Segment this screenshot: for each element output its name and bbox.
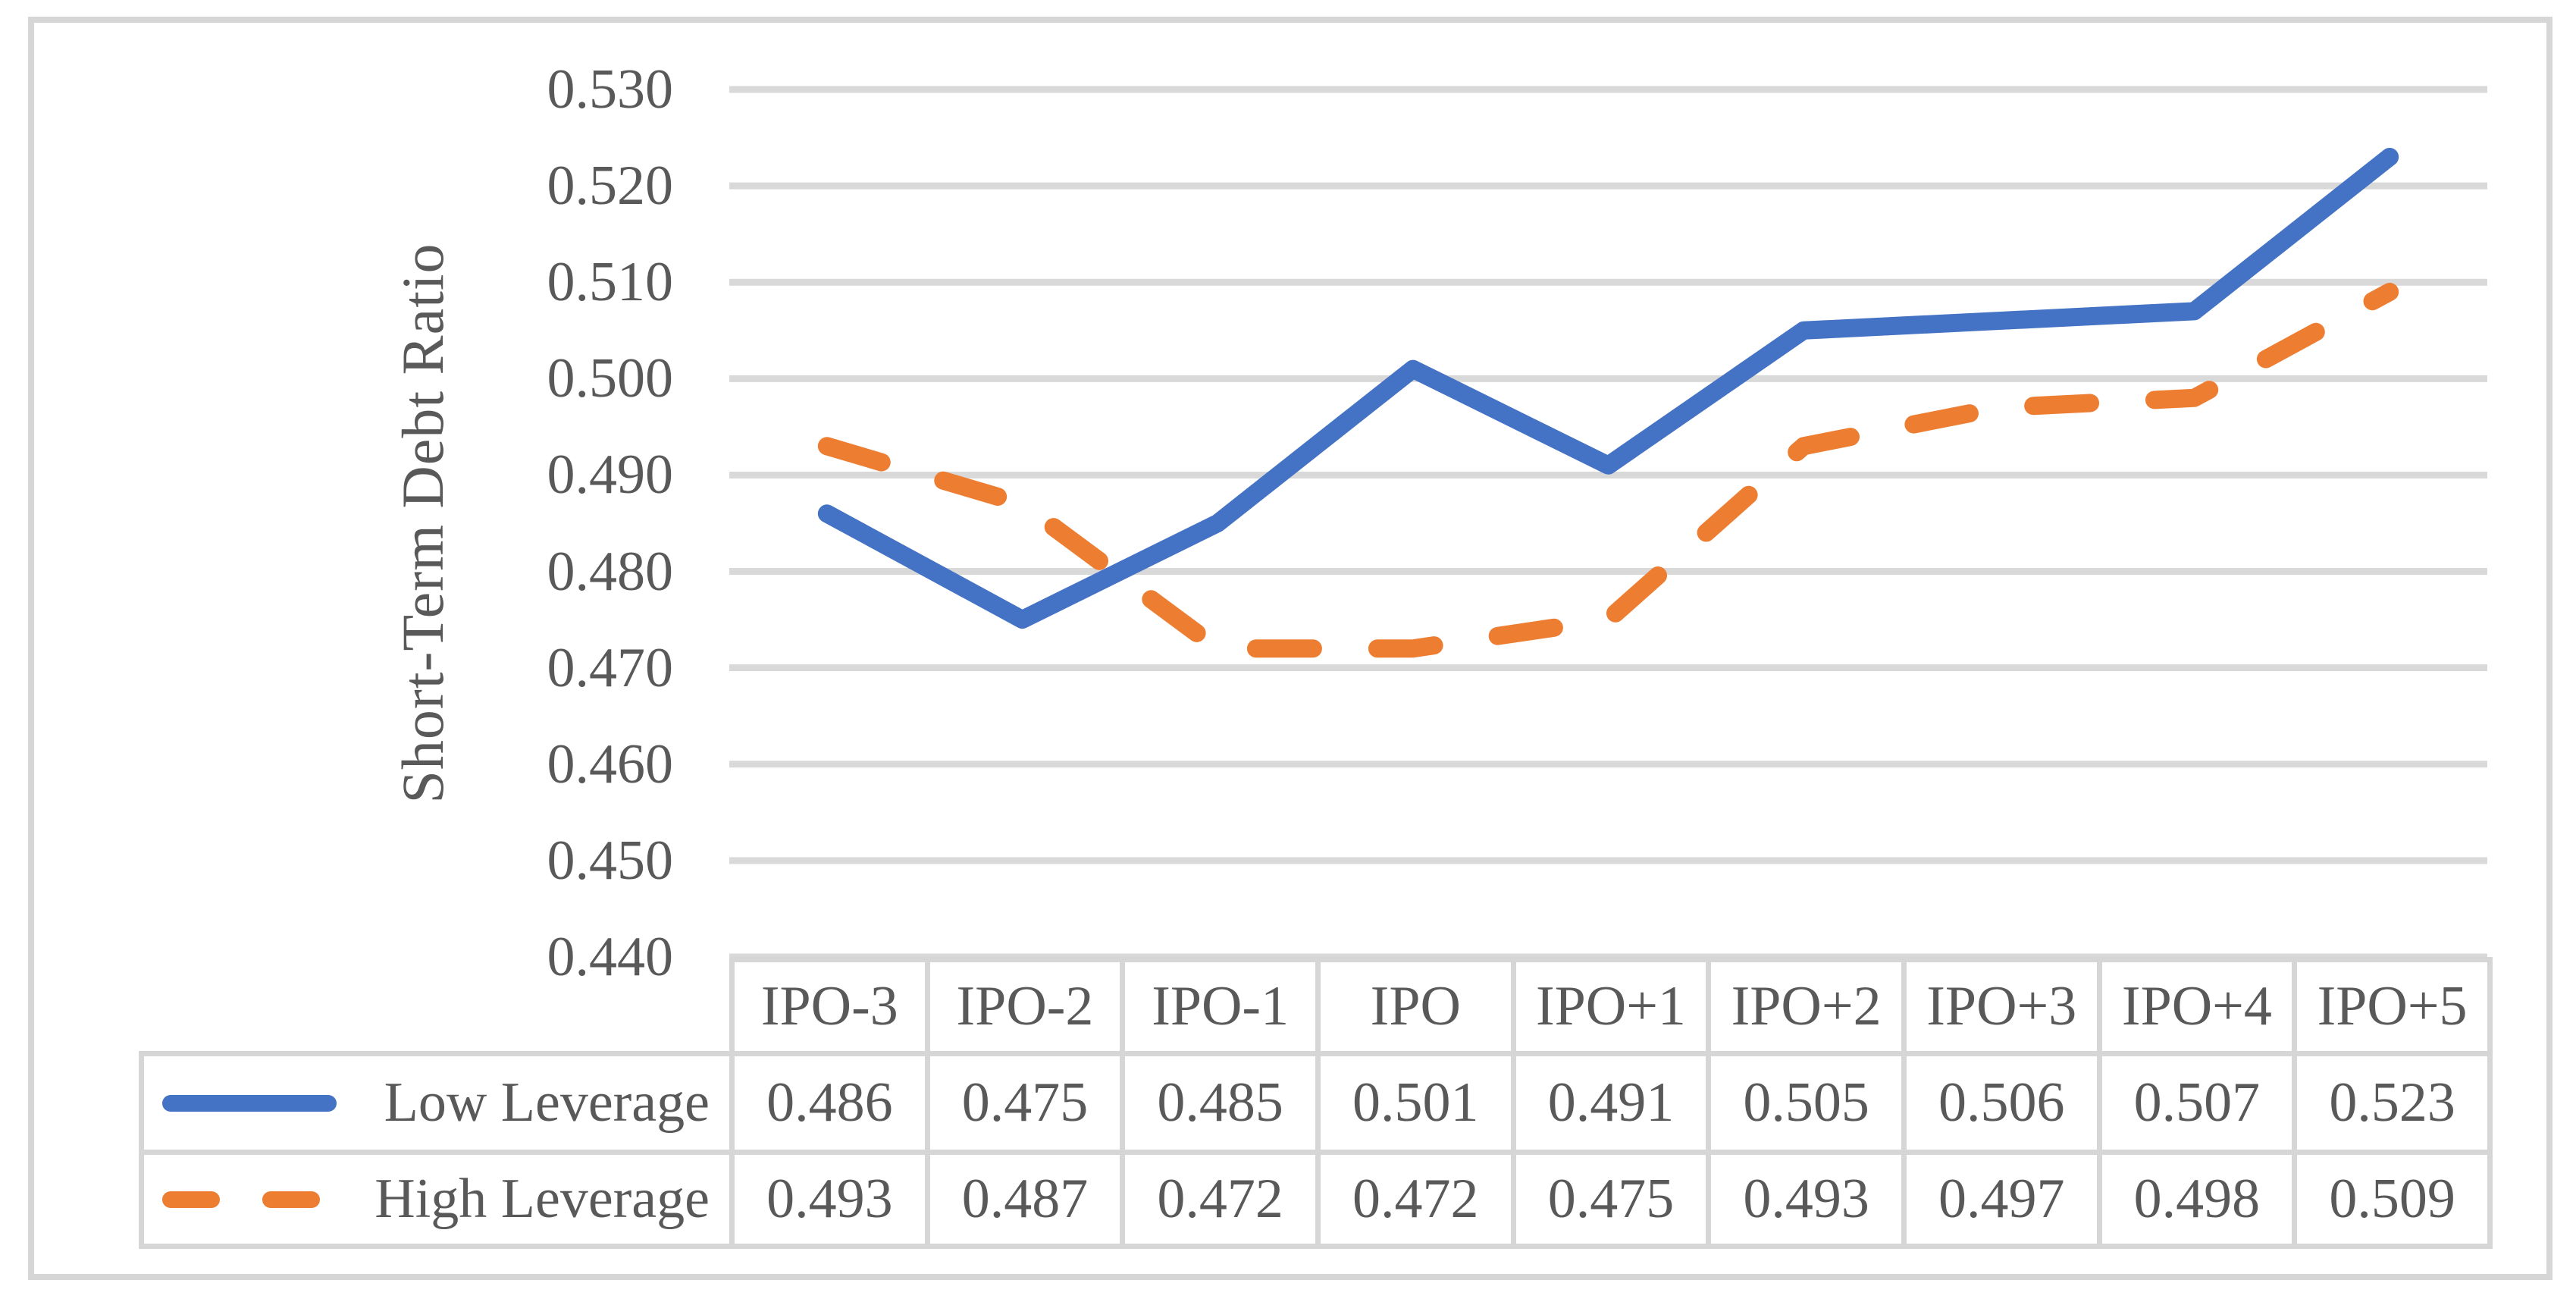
data-table: IPO-3 IPO-2 IPO-1 IPO IPO+1 IPO+2 IPO+3 IPO+4 IP…	[139, 957, 2493, 1249]
swatch-segment	[162, 1191, 220, 1208]
y-tick-label: 0.520	[547, 155, 674, 218]
value-cell: 0.493	[1706, 1150, 1907, 1249]
table-row-low-leverage: Low Leverage 0.486 0.475 0.485 0.501 0.491 0.5…	[139, 1051, 2493, 1155]
value-cell: 0.475	[1510, 1150, 1712, 1249]
y-tick-label: 0.450	[547, 829, 674, 892]
y-tick-label: 0.460	[547, 733, 674, 795]
table-corner-blank-cell	[142, 960, 732, 1054]
category-header-cell: IPO-1	[1120, 957, 1321, 1056]
table-header-row: IPO-3 IPO-2 IPO-1 IPO IPO+1 IPO+2 IPO+3 IPO+4 IP…	[142, 957, 2493, 1056]
value-cell: 0.485	[1120, 1051, 1321, 1155]
table-row-high-leverage: High Leverage 0.493 0.487 0.472 0.472 0.475 0.…	[139, 1150, 2493, 1249]
legend-swatch-solid	[162, 1094, 337, 1112]
value-cell: 0.487	[924, 1150, 1126, 1249]
value-cell: 0.501	[1315, 1051, 1516, 1155]
y-tick-label: 0.490	[547, 444, 674, 507]
category-header-cell: IPO+1	[1510, 957, 1712, 1056]
figure-border-frame	[28, 17, 2552, 1280]
series-line-high-leverage	[817, 282, 2399, 658]
value-cell: 0.472	[1315, 1150, 1516, 1249]
y-tick-label: 0.440	[547, 926, 674, 988]
y-tick-label: 0.480	[547, 540, 674, 603]
category-header-cell: IPO+2	[1706, 957, 1907, 1056]
y-tick-label: 0.510	[547, 251, 674, 314]
series-name-label: Low Leverage	[384, 1071, 710, 1134]
y-tick-label: 0.470	[547, 636, 674, 699]
legend-cell: High Leverage	[139, 1150, 735, 1249]
value-cell: 0.493	[729, 1150, 930, 1249]
swatch-segment	[262, 1191, 320, 1208]
value-cell: 0.486	[729, 1051, 930, 1155]
category-header-cell: IPO+4	[2096, 957, 2298, 1056]
category-header-cell: IPO+5	[2292, 957, 2493, 1056]
value-cell: 0.497	[1901, 1150, 2102, 1249]
category-header-cell: IPO+3	[1901, 957, 2102, 1056]
category-header-cell: IPO-3	[729, 957, 930, 1056]
swatch-segment	[162, 1094, 337, 1112]
y-tick-label: 0.500	[547, 347, 674, 410]
y-tick-label: 0.530	[547, 58, 674, 121]
series-line-low-leverage	[817, 147, 2399, 629]
legend-swatch-dashed	[162, 1191, 320, 1208]
category-header-cell: IPO-2	[924, 957, 1126, 1056]
value-cell: 0.472	[1120, 1150, 1321, 1249]
value-cell: 0.523	[2292, 1051, 2493, 1155]
value-cell: 0.475	[924, 1051, 1126, 1155]
value-cell: 0.506	[1901, 1051, 2102, 1155]
legend-cell: Low Leverage	[139, 1051, 735, 1155]
value-cell: 0.491	[1510, 1051, 1712, 1155]
value-cell: 0.509	[2292, 1150, 2493, 1249]
value-cell: 0.505	[1706, 1051, 1907, 1155]
category-header-cell: IPO	[1315, 957, 1516, 1056]
value-cell: 0.507	[2096, 1051, 2298, 1155]
value-cell: 0.498	[2096, 1150, 2298, 1249]
series-name-label: High Leverage	[374, 1168, 710, 1230]
